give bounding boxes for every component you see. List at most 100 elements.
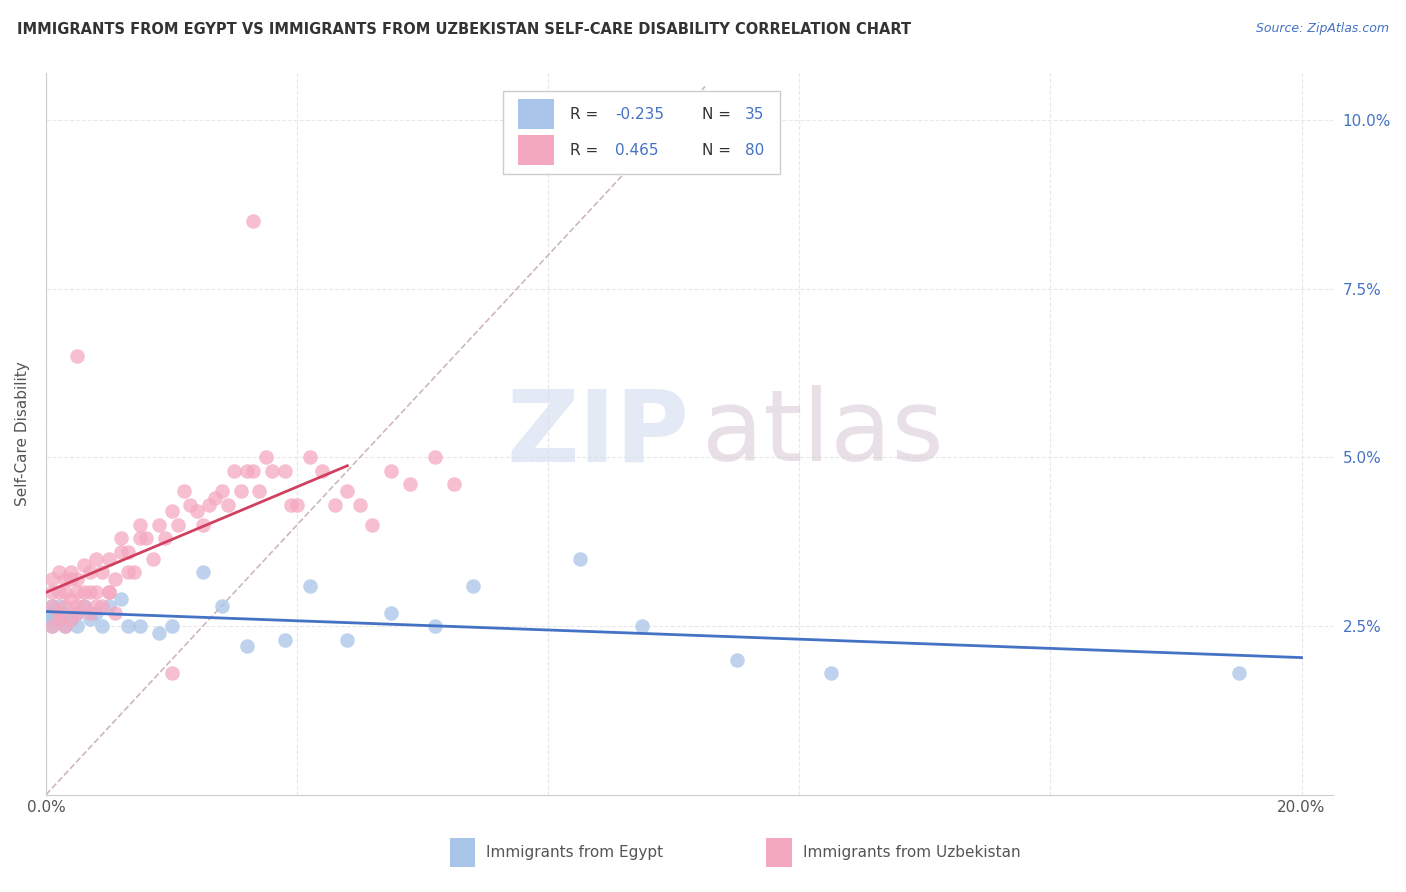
Point bbox=[41, 599, 63, 613]
Point bbox=[79, 565, 101, 579]
Point bbox=[60, 565, 83, 579]
Point bbox=[117, 545, 139, 559]
Point bbox=[104, 572, 127, 586]
Point bbox=[242, 464, 264, 478]
Point bbox=[631, 619, 654, 633]
Point bbox=[60, 612, 83, 626]
Point bbox=[323, 498, 346, 512]
Point bbox=[48, 606, 70, 620]
Point bbox=[66, 572, 89, 586]
Point bbox=[229, 484, 252, 499]
Text: 0.465: 0.465 bbox=[614, 143, 658, 158]
Point bbox=[148, 517, 170, 532]
Point bbox=[60, 592, 83, 607]
Point bbox=[280, 498, 302, 512]
Point bbox=[135, 532, 157, 546]
Point bbox=[142, 551, 165, 566]
Point bbox=[41, 619, 63, 633]
Text: N =: N = bbox=[703, 107, 737, 121]
Point bbox=[1227, 666, 1250, 681]
Point bbox=[242, 214, 264, 228]
Point bbox=[41, 572, 63, 586]
Point bbox=[273, 632, 295, 647]
Text: R =: R = bbox=[569, 143, 603, 158]
Point bbox=[66, 619, 89, 633]
Point bbox=[425, 450, 447, 465]
Point bbox=[60, 612, 83, 626]
Point bbox=[198, 498, 221, 512]
Point bbox=[399, 477, 422, 491]
Point bbox=[53, 606, 76, 620]
Point bbox=[129, 532, 152, 546]
Point bbox=[336, 484, 359, 499]
Point bbox=[72, 599, 94, 613]
Point bbox=[84, 551, 107, 566]
Point bbox=[173, 484, 195, 499]
Point bbox=[84, 606, 107, 620]
Point bbox=[166, 517, 188, 532]
Point bbox=[336, 632, 359, 647]
Point bbox=[84, 585, 107, 599]
Point bbox=[122, 565, 145, 579]
Point bbox=[48, 599, 70, 613]
Point bbox=[191, 517, 214, 532]
Point bbox=[260, 464, 283, 478]
Text: -0.235: -0.235 bbox=[614, 107, 664, 121]
Point bbox=[160, 666, 183, 681]
Point bbox=[461, 579, 484, 593]
Point bbox=[298, 579, 321, 593]
Point bbox=[285, 498, 308, 512]
Point bbox=[66, 606, 89, 620]
Text: atlas: atlas bbox=[703, 385, 943, 483]
Point bbox=[53, 619, 76, 633]
Point bbox=[48, 612, 70, 626]
Point bbox=[211, 484, 233, 499]
Point bbox=[97, 585, 120, 599]
Point bbox=[91, 599, 114, 613]
Point bbox=[179, 498, 201, 512]
FancyBboxPatch shape bbox=[519, 135, 554, 165]
Point bbox=[48, 565, 70, 579]
Point bbox=[117, 619, 139, 633]
Point bbox=[53, 572, 76, 586]
Point bbox=[298, 450, 321, 465]
FancyBboxPatch shape bbox=[503, 91, 779, 174]
Point bbox=[79, 606, 101, 620]
Point bbox=[380, 606, 402, 620]
Point bbox=[217, 498, 239, 512]
Point bbox=[349, 498, 371, 512]
Point bbox=[104, 606, 127, 620]
Point bbox=[186, 504, 208, 518]
Point bbox=[117, 565, 139, 579]
Point bbox=[129, 517, 152, 532]
Point bbox=[53, 585, 76, 599]
Point bbox=[129, 619, 152, 633]
Text: R =: R = bbox=[569, 107, 603, 121]
Point bbox=[60, 572, 83, 586]
Point bbox=[48, 612, 70, 626]
Point bbox=[160, 619, 183, 633]
Point bbox=[79, 585, 101, 599]
Point bbox=[41, 599, 63, 613]
Point bbox=[41, 612, 63, 626]
Point bbox=[160, 504, 183, 518]
Point bbox=[53, 599, 76, 613]
Text: Immigrants from Uzbekistan: Immigrants from Uzbekistan bbox=[803, 846, 1021, 860]
Text: Source: ZipAtlas.com: Source: ZipAtlas.com bbox=[1256, 22, 1389, 36]
Point bbox=[66, 585, 89, 599]
Point bbox=[110, 532, 132, 546]
Point bbox=[41, 619, 63, 633]
Point bbox=[53, 619, 76, 633]
Point bbox=[425, 619, 447, 633]
Point bbox=[236, 464, 259, 478]
Point bbox=[97, 551, 120, 566]
Text: ZIP: ZIP bbox=[506, 385, 689, 483]
Point bbox=[110, 592, 132, 607]
Y-axis label: Self-Care Disability: Self-Care Disability bbox=[15, 361, 30, 507]
Point bbox=[97, 599, 120, 613]
Point bbox=[211, 599, 233, 613]
Point bbox=[361, 517, 384, 532]
Point bbox=[249, 484, 271, 499]
Text: IMMIGRANTS FROM EGYPT VS IMMIGRANTS FROM UZBEKISTAN SELF-CARE DISABILITY CORRELA: IMMIGRANTS FROM EGYPT VS IMMIGRANTS FROM… bbox=[17, 22, 911, 37]
Text: 80: 80 bbox=[745, 143, 763, 158]
